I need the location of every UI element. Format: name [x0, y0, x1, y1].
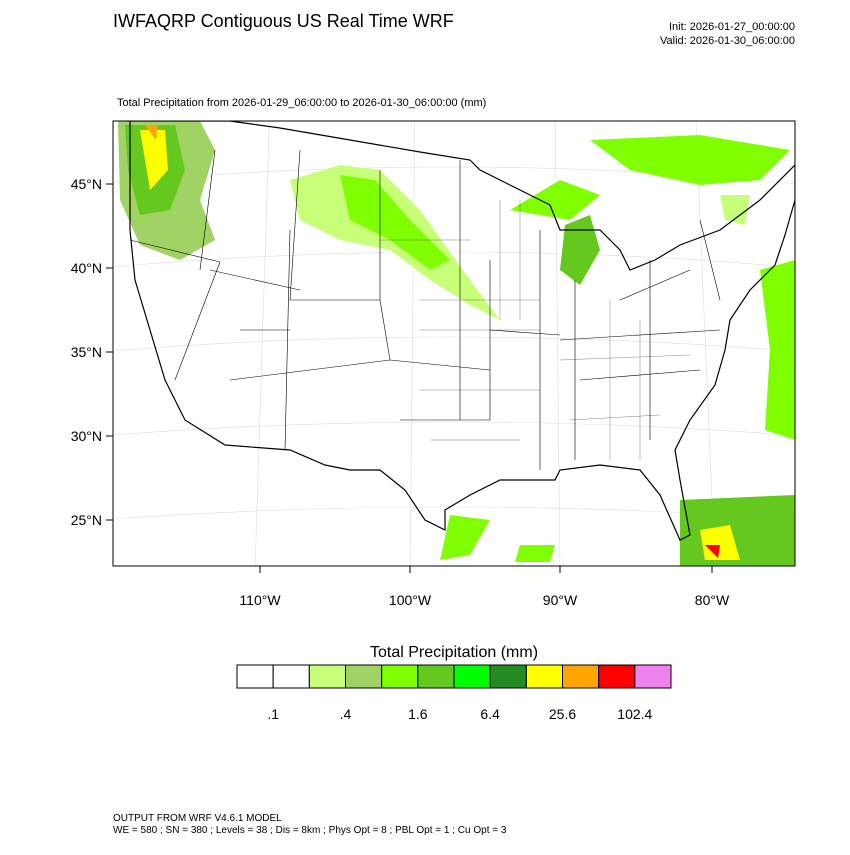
colorbar-box: [562, 664, 600, 689]
footer-line: OUTPUT FROM WRF V4.6.1 MODEL: [113, 813, 282, 824]
map-frame: [112, 120, 796, 567]
colorbar-box: [525, 664, 563, 689]
init-time: Init: 2026-01-27_00:00:00: [669, 21, 795, 33]
lat-label: 30°N: [71, 428, 102, 444]
lat-label: 35°N: [71, 344, 102, 360]
colorbar-box: [598, 664, 636, 689]
colorbar-label: .1: [267, 706, 279, 722]
lat-label: 45°N: [71, 176, 102, 192]
lon-label: 90°W: [543, 592, 578, 608]
lat-label: 25°N: [71, 512, 102, 528]
lon-label: 110°W: [239, 592, 281, 608]
lon-label: 100°W: [389, 592, 432, 608]
colorbar-box: [634, 664, 672, 689]
colorbar-box: [417, 664, 455, 689]
colorbar-label: 6.4: [480, 706, 500, 722]
title: IWFAQRP Contiguous US Real Time WRF: [113, 11, 454, 31]
map: [113, 121, 795, 566]
colorbar-label: 25.6: [549, 706, 576, 722]
colorbar-label: 102.4: [617, 706, 652, 722]
colorbar-box: [453, 664, 491, 689]
lon-label: 80°W: [695, 592, 730, 608]
subtitle: Total Precipitation from 2026-01-29_06:0…: [117, 97, 486, 109]
colorbar-box: [272, 664, 310, 689]
valid-time: Valid: 2026-01-30_06:00:00: [660, 35, 795, 47]
colorbar-box: [236, 664, 274, 689]
lat-label: 40°N: [71, 260, 102, 276]
colorbar-label: .4: [340, 706, 352, 722]
colorbar-box: [345, 664, 383, 689]
colorbar-box: [381, 664, 419, 689]
colorbar-box: [489, 664, 527, 689]
colorbar-box: [308, 664, 347, 689]
colorbar-title: Total Precipitation (mm): [370, 644, 538, 661]
colorbar-label: 1.6: [408, 706, 428, 722]
footer-line: WE = 580 ; SN = 380 ; Levels = 38 ; Dis …: [113, 825, 507, 836]
